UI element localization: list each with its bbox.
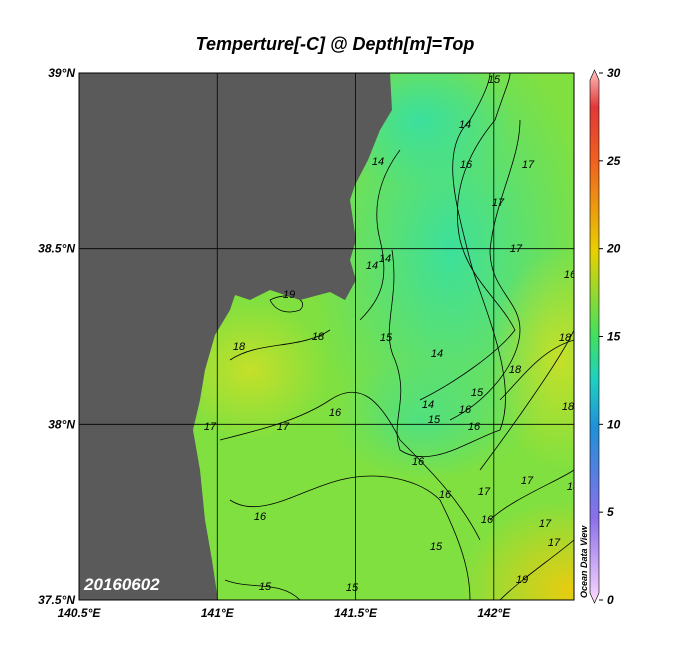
- contour-label: 16: [468, 421, 481, 433]
- contour-label: 18: [559, 332, 572, 344]
- contour-label: 14: [379, 253, 391, 265]
- cool-water: [330, 360, 510, 480]
- contour-label: 19: [283, 289, 295, 301]
- colorbar-tick-label: 0: [607, 593, 614, 607]
- contour-label: 18: [562, 401, 575, 413]
- contour-label: 15: [488, 74, 501, 86]
- contour-label: 15: [380, 332, 393, 344]
- contour-label: 17: [521, 475, 534, 487]
- contour-label: 18: [567, 481, 580, 493]
- contour-label: 18: [312, 331, 325, 343]
- colorbar-tick-label: 30: [607, 66, 621, 80]
- lon-tick-label: 140.5°E: [58, 606, 102, 620]
- contour-label: 19: [516, 574, 528, 586]
- contour-label: 16: [564, 269, 577, 281]
- contour-label: 15: [471, 387, 484, 399]
- lon-tick-label: 141.5°E: [334, 606, 378, 620]
- contour-label: 17: [478, 486, 491, 498]
- contour-label: 16: [439, 489, 452, 501]
- contour-label: 17: [492, 197, 505, 209]
- credit: Ocean Data View: [579, 525, 589, 598]
- contour-label: 15: [259, 581, 272, 593]
- warm-water: [460, 500, 574, 600]
- contour-label: 17: [539, 518, 552, 530]
- contour-label: 18: [509, 364, 522, 376]
- colorbar-tick-label: 15: [607, 330, 621, 344]
- lon-tick-label: 141°E: [201, 606, 235, 620]
- title: Temperture[-C] @ Depth[m]=Top: [196, 34, 475, 54]
- colorbar-tick-label: 5: [607, 505, 614, 519]
- colorbar: [589, 69, 600, 604]
- contour-label: 15: [428, 414, 441, 426]
- contour-label: 17: [277, 421, 290, 433]
- graticule: [79, 73, 574, 600]
- lon-tick-label: 142°E: [477, 606, 511, 620]
- contour-label: 16: [460, 159, 473, 171]
- contour-label: 14: [372, 156, 384, 168]
- contour-label: 16: [481, 514, 494, 526]
- contour-label: 14: [459, 119, 471, 131]
- contour-label: 16: [329, 407, 342, 419]
- contour-label: 14: [422, 399, 434, 411]
- warm-water: [490, 250, 574, 470]
- contour-label: 17: [522, 159, 535, 171]
- date-label: 20160602: [83, 575, 160, 594]
- contour-label: 17: [204, 421, 217, 433]
- contour-label: 17: [510, 243, 523, 255]
- axes: 140.5°E 141°E 141.5°E 142°E 37.5°N 38°N 38.5°N…: [38, 66, 621, 620]
- contours: [219, 73, 574, 600]
- contour-label: 16: [412, 456, 425, 468]
- contour-label: 14: [431, 348, 443, 360]
- colorbar-tick-label: 20: [606, 242, 621, 256]
- lat-tick-label: 39°N: [48, 66, 75, 80]
- contour-label: 14: [366, 260, 378, 272]
- contour-label: 18: [233, 341, 246, 353]
- lat-tick-label: 38.5°N: [38, 242, 75, 256]
- lat-tick-label: 38°N: [48, 417, 75, 431]
- contour-label: 16: [459, 404, 472, 416]
- lat-tick-label: 37.5°N: [38, 593, 75, 607]
- contour-label: 16: [254, 511, 267, 523]
- land: [79, 73, 392, 600]
- contour-label: 17: [548, 537, 561, 549]
- colorbar-tick-label: 10: [607, 417, 621, 431]
- colorbar-tick-label: 25: [606, 154, 621, 168]
- contour-label: 15: [430, 541, 443, 553]
- frame: [78, 72, 575, 601]
- contour-label: 15: [346, 582, 359, 594]
